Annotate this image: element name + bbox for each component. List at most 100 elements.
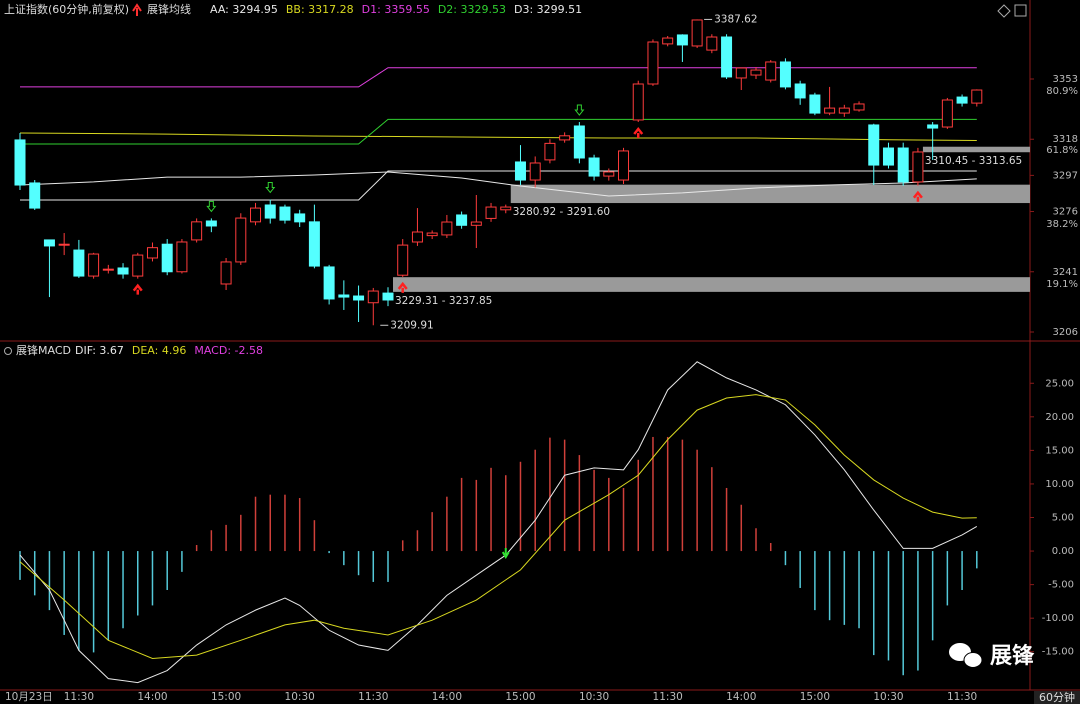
candle-body (824, 107, 836, 114)
candle-body (279, 206, 291, 221)
candle-body (235, 217, 247, 263)
candle-body (927, 124, 939, 129)
y-tick-label: -15.00 (1042, 647, 1074, 658)
buy-signal (633, 127, 644, 139)
candle-body (441, 221, 453, 236)
x-tick-label: 11:30 (64, 691, 94, 703)
candle-body (706, 36, 718, 51)
candle-body (250, 207, 262, 223)
annotation-label: 3209.91 (390, 319, 433, 331)
candle-body (676, 34, 688, 46)
x-tick-label: 10月23日 (5, 691, 53, 703)
buy-signal (912, 190, 923, 202)
candle-body (809, 94, 821, 114)
zone-label: 3229.31 - 3237.85 (395, 295, 492, 307)
indicator-line (20, 67, 977, 88)
sell-signal (265, 181, 276, 194)
legend-entry: BB: 3317.28 (286, 3, 354, 16)
window-button[interactable] (1014, 4, 1027, 17)
candle-body (662, 37, 674, 45)
candle-body (485, 206, 497, 219)
indicator-line (20, 118, 977, 145)
unit-box (1034, 691, 1080, 704)
x-tick-label: 11:30 (653, 691, 683, 703)
candle-body (58, 243, 70, 246)
candle-body (868, 124, 880, 166)
candle-body (456, 214, 468, 226)
x-tick-label: 11:30 (358, 691, 388, 703)
candle-body (544, 142, 556, 161)
buy-signal (397, 281, 408, 293)
x-tick-label: 11:30 (947, 691, 977, 703)
fib-label: 61.8% (1046, 145, 1078, 156)
y-tick-label: 5.00 (1052, 513, 1074, 524)
y-tick-label: -10.00 (1042, 613, 1074, 624)
macd-title: 展锋MACD (16, 344, 71, 357)
candle-body (176, 241, 188, 273)
candle-body (765, 61, 777, 81)
x-tick-label: 14:00 (137, 691, 167, 703)
candle-body (191, 221, 203, 241)
candle-body (397, 244, 409, 276)
candle-body (647, 41, 659, 85)
settings-button[interactable] (997, 4, 1011, 18)
candle-body (853, 103, 865, 111)
legend-entry: D2: 3329.53 (438, 3, 506, 16)
legend-entry: D3: 3299.51 (514, 3, 582, 16)
macd-icon (4, 347, 12, 355)
candle-body (426, 232, 438, 237)
y-tick-label: 3241 (1053, 267, 1078, 278)
x-tick-label: 10:30 (285, 691, 315, 703)
candle-body (573, 125, 585, 159)
candle-body (294, 213, 306, 223)
legend-entry: D1: 3359.55 (362, 3, 430, 16)
candle-body (73, 249, 85, 277)
support-zone (393, 277, 1030, 292)
candle-body (691, 19, 703, 47)
candle-body (367, 290, 379, 304)
candle-body (220, 261, 232, 285)
zone-label: 3310.45 - 3313.65 (925, 155, 1022, 167)
legend-entry: DIF: 3.67 (75, 344, 124, 357)
candle-body (632, 83, 644, 121)
candle-body (603, 171, 615, 177)
x-tick-label: 15:00 (211, 691, 241, 703)
annotation-label: 3387.62 (714, 13, 757, 25)
indicator-line (19, 361, 978, 684)
candle-body (323, 266, 335, 300)
candle-body (102, 268, 114, 271)
x-tick-label: 15:00 (505, 691, 535, 703)
candle-body (353, 295, 365, 301)
candle-body (559, 135, 571, 141)
indicator-icon (132, 3, 142, 16)
candle-body (735, 67, 747, 79)
y-tick-label: 3297 (1053, 170, 1078, 181)
candle-body (29, 182, 41, 209)
y-tick-label: 3318 (1053, 134, 1078, 145)
candle-body (618, 150, 630, 181)
y-tick-label: 10.00 (1045, 479, 1074, 490)
zone-label: 3280.92 - 3291.60 (513, 206, 610, 218)
watermark-icon (949, 643, 983, 668)
candle-body (308, 221, 320, 267)
candle-body (88, 253, 100, 277)
candle-body (794, 83, 806, 99)
candle-body (411, 231, 423, 243)
indicator-name: 展锋均线 (147, 2, 191, 16)
candle-body (117, 267, 129, 275)
candle-body (43, 239, 55, 247)
y-tick-label: 15.00 (1045, 445, 1074, 456)
support-zone (510, 184, 1030, 204)
candle-body (721, 36, 733, 78)
x-tick-label: 14:00 (726, 691, 756, 703)
y-tick-label: 3353 (1053, 74, 1078, 85)
candle-body (382, 292, 394, 301)
chart-title: 上证指数(60分钟,前复权) (4, 2, 129, 16)
candle-body (956, 96, 968, 104)
sell-signal (206, 200, 217, 213)
y-tick-label: 25.00 (1045, 378, 1074, 389)
support-zone (922, 146, 1030, 153)
candle-body (897, 147, 909, 183)
